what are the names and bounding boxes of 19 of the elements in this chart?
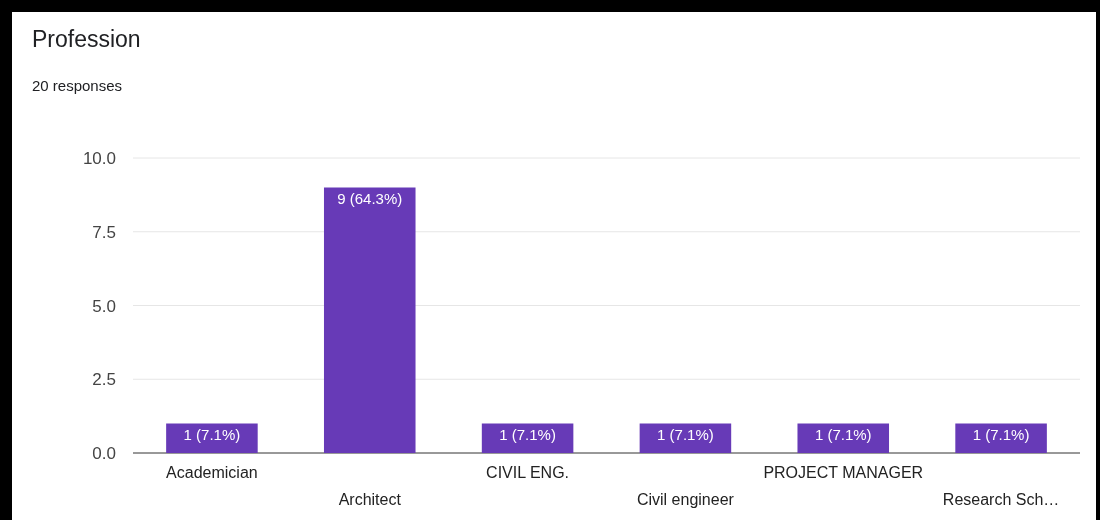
- y-tick-label: 7.5: [92, 222, 116, 242]
- x-tick-label: Academician: [166, 464, 258, 481]
- data-label: 1 (7.1%): [814, 425, 872, 443]
- y-tick-label: 2.5: [92, 370, 116, 390]
- data-label: 9 (64.3%): [337, 189, 403, 207]
- y-tick-label: 5.0: [92, 296, 116, 316]
- x-tick-label: Research Sch…: [942, 491, 1060, 508]
- x-tick-label: CIVIL ENG.: [486, 464, 570, 481]
- chart-subtitle: 20 responses: [32, 77, 123, 94]
- data-label: 1 (7.1%): [657, 425, 714, 443]
- chart-title: Profession: [32, 26, 141, 52]
- data-label: 1 (7.1%): [499, 425, 556, 443]
- data-label: 1 (7.1%): [972, 425, 1030, 443]
- y-tick-label: 0.0: [92, 444, 116, 463]
- y-tick-label: 10.0: [82, 149, 116, 168]
- x-tick-label: PROJECT MANAGER: [763, 464, 924, 481]
- x-tick-label: Architect: [338, 491, 402, 508]
- data-label: 1 (7.1%): [183, 425, 241, 443]
- x-tick-label: Civil engineer: [636, 491, 735, 508]
